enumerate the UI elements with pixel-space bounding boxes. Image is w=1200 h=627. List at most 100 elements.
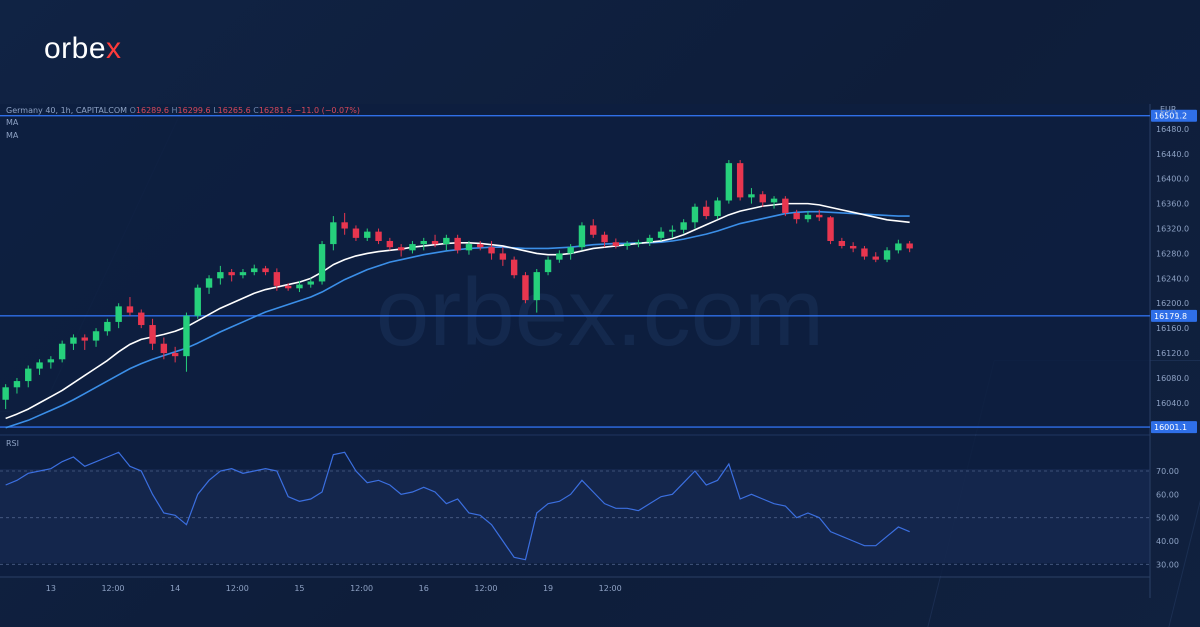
candle bbox=[330, 216, 337, 251]
candle-body bbox=[262, 268, 269, 273]
price-tick-label: 16080.0 bbox=[1156, 374, 1189, 383]
symbol-legend: Germany 40, 1h, CAPITALCOM O16289.6 H162… bbox=[6, 106, 360, 115]
candle bbox=[70, 334, 77, 350]
candle-body bbox=[556, 253, 563, 260]
candle bbox=[782, 196, 789, 217]
candle bbox=[488, 240, 495, 260]
candle-body bbox=[657, 231, 665, 238]
candle-body bbox=[782, 198, 789, 213]
candle-body bbox=[465, 244, 473, 251]
candle bbox=[477, 240, 484, 251]
candle-body bbox=[601, 234, 608, 243]
ma-legend-2: MA bbox=[6, 131, 18, 140]
candle bbox=[804, 211, 812, 223]
change-value: −11.0 (−0.07%) bbox=[294, 106, 360, 115]
price-pane-bg bbox=[0, 104, 1150, 434]
logo-text-main: orbe bbox=[44, 32, 107, 65]
price-tick-label: 16040.0 bbox=[1156, 399, 1189, 408]
orbex-logo: orbex bbox=[44, 32, 122, 66]
candle bbox=[770, 196, 778, 209]
candle bbox=[895, 239, 902, 254]
close-value: 16281.6 bbox=[258, 106, 292, 115]
candle-body bbox=[770, 198, 778, 203]
candle-body bbox=[804, 214, 812, 220]
candle bbox=[115, 303, 122, 329]
candle bbox=[816, 209, 823, 222]
candle-body bbox=[612, 242, 620, 246]
candle bbox=[104, 318, 111, 336]
candle bbox=[386, 237, 394, 251]
candle-body bbox=[126, 306, 134, 313]
candle bbox=[251, 264, 258, 276]
candle-body bbox=[205, 278, 213, 288]
candle-body bbox=[906, 243, 913, 249]
candle bbox=[47, 356, 55, 369]
high-label: H bbox=[171, 106, 178, 115]
rsi-indicator: 70.00 60.00 50.00 40.00 30.00 bbox=[0, 451, 1179, 569]
price-tick-label: 16440.0 bbox=[1156, 150, 1189, 159]
candle bbox=[420, 237, 427, 251]
candle-body bbox=[431, 240, 439, 245]
candle-body bbox=[171, 353, 179, 357]
candle bbox=[126, 297, 134, 316]
candle bbox=[680, 219, 687, 234]
price-tick-label: 16360.0 bbox=[1156, 200, 1189, 209]
candle-body bbox=[488, 247, 495, 254]
candle-body bbox=[691, 206, 699, 223]
candle-body bbox=[759, 194, 766, 203]
candle-body bbox=[341, 222, 348, 229]
rsi-label: RSI bbox=[6, 439, 19, 448]
time-tick-label: 12:00 bbox=[101, 584, 124, 593]
open-value: 16289.6 bbox=[135, 106, 169, 115]
candle bbox=[510, 256, 518, 279]
candle bbox=[578, 222, 586, 251]
price-tick-label: 16480.0 bbox=[1156, 125, 1189, 134]
candle-body bbox=[827, 217, 834, 241]
symbol-name: Germany 40, 1h, CAPITALCOM bbox=[6, 106, 128, 115]
candle-body bbox=[397, 247, 405, 251]
candle-body bbox=[477, 244, 484, 248]
candle-body bbox=[454, 237, 461, 251]
candle bbox=[567, 244, 574, 260]
candle bbox=[183, 312, 190, 372]
candle bbox=[92, 328, 100, 347]
candle-body bbox=[217, 272, 224, 279]
currency-label: EUR bbox=[1160, 105, 1177, 114]
candle bbox=[736, 160, 744, 201]
candle bbox=[748, 188, 755, 204]
candle-body bbox=[160, 343, 168, 354]
rsi-line bbox=[5, 451, 910, 561]
candle-body bbox=[318, 244, 326, 282]
level-label: 16001.1 bbox=[1154, 423, 1187, 432]
candle-body bbox=[736, 163, 744, 198]
candle-body bbox=[420, 240, 427, 245]
candle-body bbox=[251, 268, 258, 273]
level-tag bbox=[1151, 421, 1197, 434]
candle bbox=[431, 234, 439, 248]
time-tick-label: 14 bbox=[170, 584, 180, 593]
candle bbox=[364, 228, 371, 241]
candle-body bbox=[872, 256, 879, 260]
candle bbox=[205, 275, 213, 294]
candle-body bbox=[228, 272, 235, 276]
time-tick-label: 19 bbox=[543, 584, 553, 593]
candle-body bbox=[443, 237, 450, 245]
horizontal-levels: 16501.2 16179.8 16001.1 bbox=[0, 109, 1197, 434]
candle-body bbox=[13, 381, 21, 388]
candle-body bbox=[2, 387, 9, 400]
candle bbox=[646, 234, 653, 246]
level-label: 16179.8 bbox=[1154, 312, 1187, 321]
candle bbox=[703, 200, 710, 220]
candle-body bbox=[115, 306, 122, 322]
ma-legend-1: MA bbox=[6, 118, 18, 127]
candle bbox=[533, 269, 540, 313]
candle-body bbox=[296, 284, 303, 289]
low-label: L bbox=[213, 106, 218, 115]
candle bbox=[635, 239, 642, 248]
rsi-tick-label: 50.00 bbox=[1156, 514, 1179, 523]
candle bbox=[217, 265, 224, 285]
candle-body bbox=[635, 242, 642, 244]
candle bbox=[849, 242, 857, 253]
candle-body bbox=[138, 312, 145, 326]
